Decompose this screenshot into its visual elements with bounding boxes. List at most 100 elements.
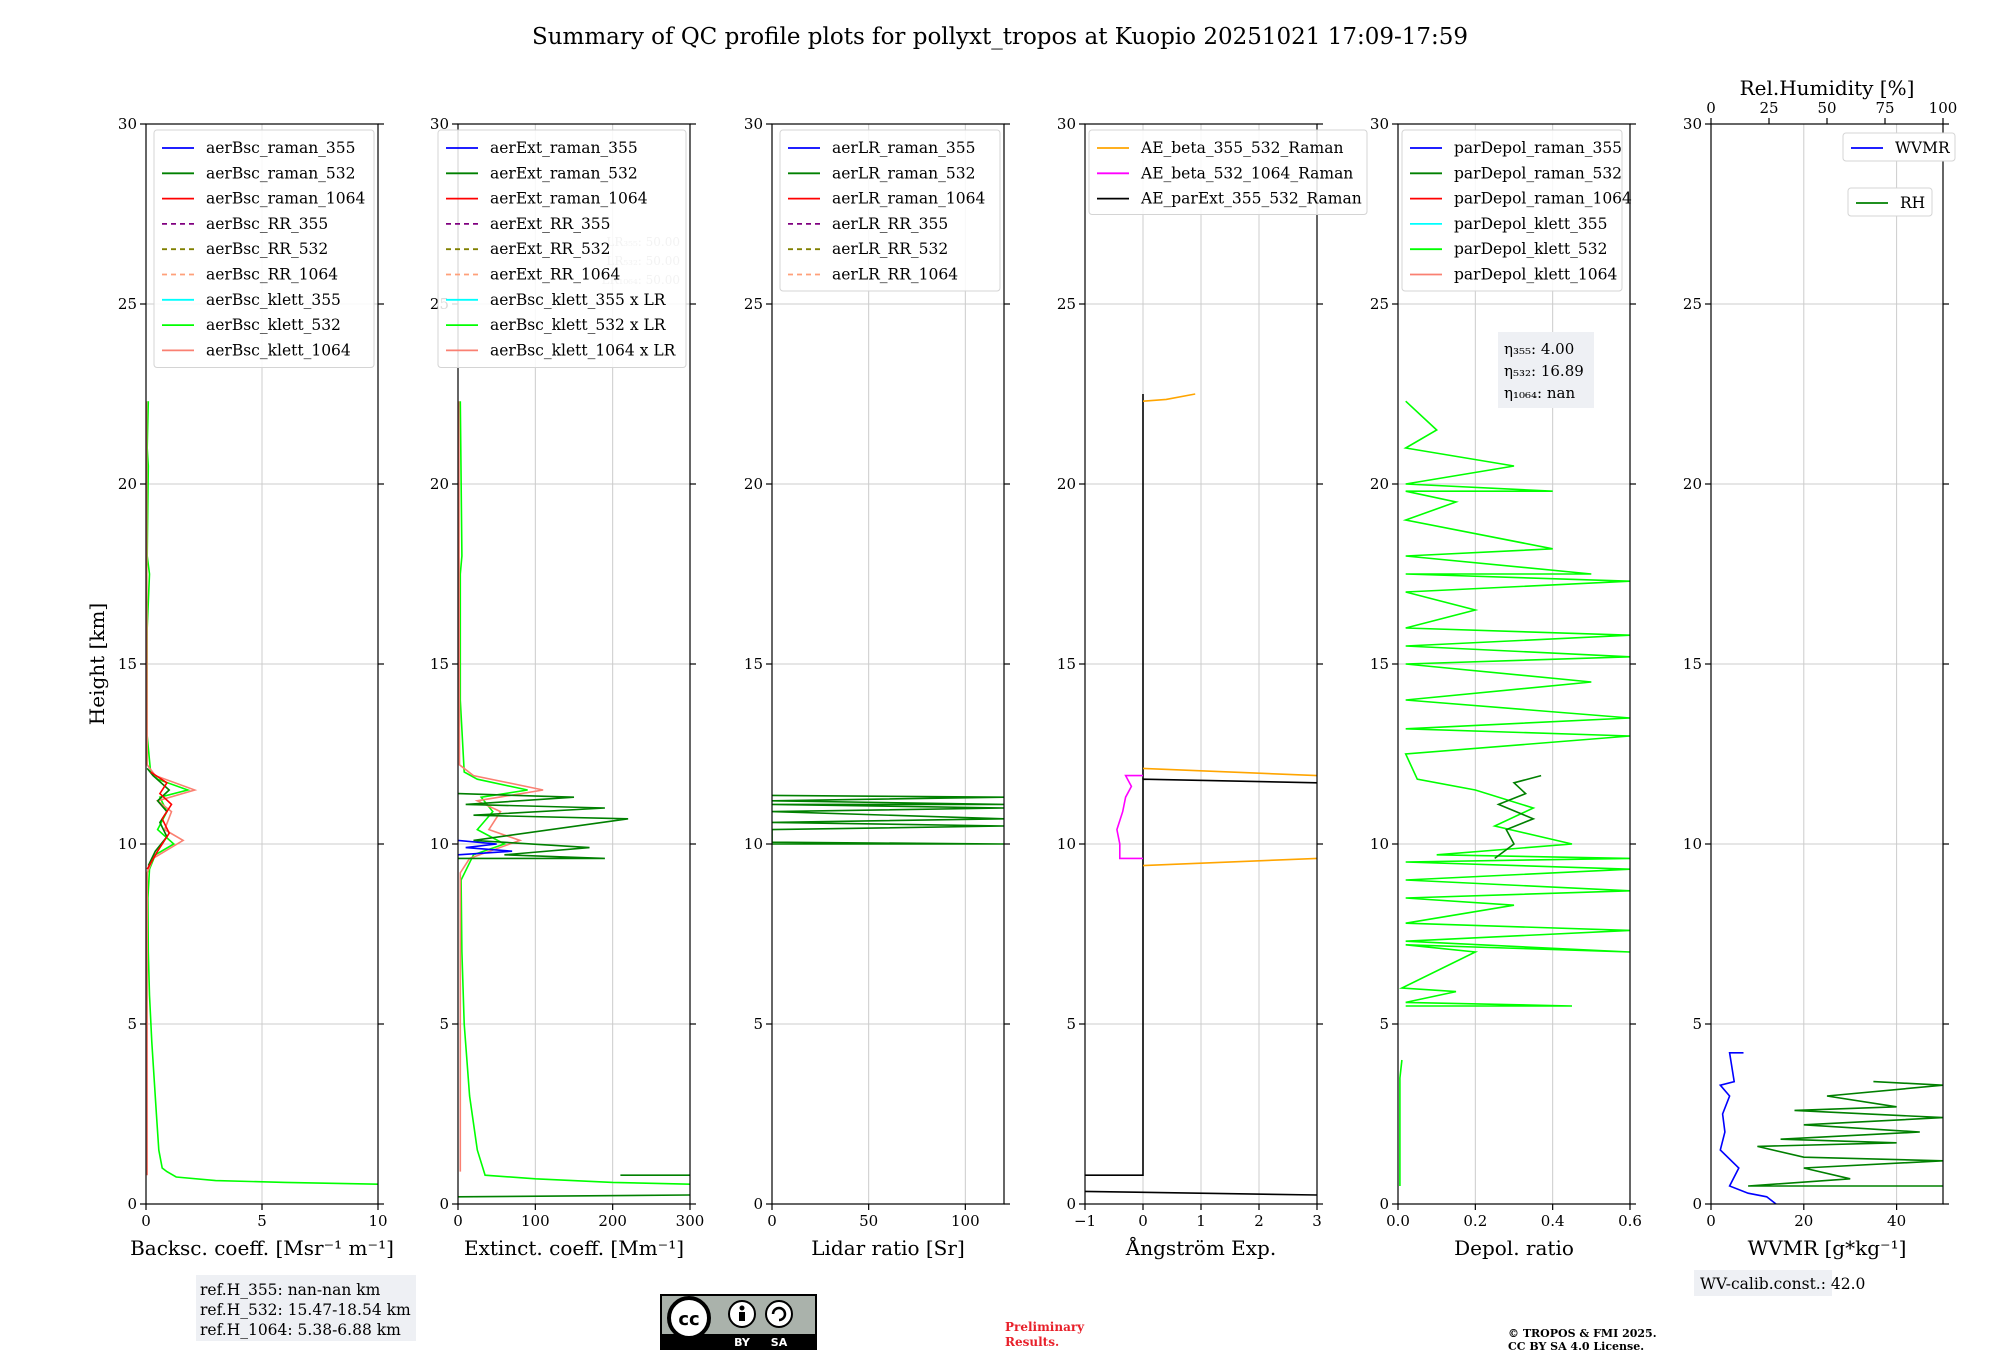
- y-tick-label: 20: [744, 475, 763, 493]
- y-tick-label: 30: [744, 115, 763, 133]
- preliminary-line-2: Results.: [1005, 1335, 1059, 1349]
- legend-label: aerBsc_klett_355 x LR: [490, 291, 667, 309]
- wv-calib-box: WV-calib.const.: 42.0: [1694, 1270, 1865, 1296]
- top-x-tick-label: 50: [1817, 99, 1836, 117]
- eta-note: η₃₅₅: 4.00: [1504, 340, 1574, 358]
- y-tick-label: 15: [118, 655, 137, 673]
- y-tick-label: 20: [118, 475, 137, 493]
- x-tick-label: 300: [676, 1212, 705, 1230]
- panel-bsc: 0 5 10 0 5 10 15 20 25 30 Backsc. coeff. [Msr⁻¹ m⁻…: [85, 115, 394, 1260]
- legend-box: [779, 129, 1001, 292]
- ref-h-1064: ref.H_1064: 5.38-6.88 km: [200, 1321, 401, 1339]
- series-group: [1398, 400, 1630, 1186]
- y-tick-label: 25: [1370, 295, 1389, 313]
- legend-label: aerBsc_raman_532: [206, 164, 356, 182]
- legend-box: [437, 129, 687, 368]
- legend-label: parDepol_klett_355: [1454, 215, 1607, 233]
- cc-icon: [667, 1296, 711, 1340]
- series-line-aerExt_raman_532_low: [458, 1194, 690, 1198]
- copyright-line-2: CC BY SA 4.0 License.: [1508, 1340, 1644, 1353]
- y-tick-label: 20: [430, 475, 449, 493]
- preliminary-line-1: Preliminary: [1005, 1320, 1085, 1334]
- series-line-WVMR: [1718, 1052, 1777, 1204]
- series-line-aerExt_raman_355: [458, 839, 513, 856]
- top-x-tick-label: 0: [1706, 99, 1716, 117]
- y-tick-label: 30: [1683, 115, 1702, 133]
- ref-h-532: ref.H_532: 15.47-18.54 km: [200, 1301, 411, 1319]
- x-axis-label: Extinct. coeff. [Mm⁻¹]: [464, 1236, 684, 1260]
- y-tick-label: 30: [118, 115, 137, 133]
- x-axis-label: Backsc. coeff. [Msr⁻¹ m⁻¹]: [130, 1236, 394, 1260]
- y-tick-label: 0: [1692, 1195, 1702, 1213]
- ref-h-355: ref.H_355: nan-nan km: [200, 1281, 381, 1299]
- legend-label: AE_beta_355_532_Raman: [1140, 139, 1343, 157]
- legend-label: aerBsc_RR_355: [206, 215, 328, 233]
- figure-title: Summary of QC profile plots for pollyxt_…: [532, 24, 1468, 50]
- x-axis-label: Depol. ratio: [1454, 1236, 1574, 1260]
- x-axis-label: WVMR [g*kg⁻¹]: [1748, 1236, 1907, 1260]
- y-tick-label: 5: [1692, 1015, 1702, 1033]
- y-tick-label: 15: [1683, 655, 1702, 673]
- y-tick-label: 20: [1057, 475, 1076, 493]
- y-tick-label: 15: [1370, 655, 1389, 673]
- series-line-parDepol_klett_532_low: [1399, 1059, 1403, 1186]
- panel-lr: 0 50 100 0 5 10 15 20 25 30 Lidar ratio [Sr] aerLR_…: [744, 115, 1010, 1260]
- cc-sa-label: SA: [771, 1336, 788, 1349]
- x-tick-label: 0.2: [1463, 1212, 1487, 1230]
- legend-label: AE_parExt_355_532_Raman: [1140, 190, 1362, 208]
- y-tick-label: 0: [753, 1195, 763, 1213]
- series-line-AE_beta_355_532_Raman_c: [1142, 393, 1196, 402]
- eta-box: [1498, 332, 1594, 408]
- top-x-tick-label: 75: [1875, 99, 1894, 117]
- legend-label: aerLR_raman_1064: [832, 190, 985, 208]
- series-line-aerBsc_klett_532: [146, 401, 378, 1185]
- y-tick-label: 25: [1683, 295, 1702, 313]
- series-line-aerBsc_klett_1064 x LR: [458, 401, 544, 1172]
- y-tick-label: 5: [439, 1015, 449, 1033]
- legend-label: aerBsc_klett_355: [206, 291, 341, 309]
- y-tick-label: 0: [1379, 1195, 1389, 1213]
- series-group: [146, 401, 378, 1185]
- y-tick-label: 0: [1066, 1195, 1076, 1213]
- series-group: [772, 794, 1004, 845]
- legend-label: parDepol_raman_355: [1454, 139, 1622, 157]
- y-tick-label: 20: [1370, 475, 1389, 493]
- cc-by-sa-logo: cc BY SA: [660, 1294, 817, 1350]
- y-tick-label: 10: [1370, 835, 1389, 853]
- y-tick-label: 0: [127, 1195, 137, 1213]
- panel-ext: 0100200300051015202530Extinct. coeff. [M…: [430, 115, 704, 1260]
- eta-note: η₁₀₆₄: nan: [1504, 384, 1575, 402]
- y-tick-label: 10: [118, 835, 137, 853]
- y-tick-label: 5: [753, 1015, 763, 1033]
- x-tick-label: 200: [598, 1212, 627, 1230]
- y-tick-label: 10: [744, 835, 763, 853]
- legend-box: [1401, 129, 1623, 292]
- series-line-aerExt_raman_532: [458, 792, 629, 860]
- cc-logo-text: cc: [678, 1309, 699, 1330]
- legend-label: aerExt_RR_1064: [490, 266, 621, 284]
- legend-label: RH: [1900, 194, 1925, 212]
- legend-box: [1088, 129, 1368, 215]
- legend-label: aerBsc_klett_1064 x LR: [490, 341, 677, 359]
- legend-label: aerLR_raman_532: [832, 164, 975, 182]
- x-tick-label: 0: [767, 1212, 777, 1230]
- y-tick-label: 10: [1057, 835, 1076, 853]
- legend-label: aerExt_raman_355: [490, 139, 638, 157]
- top-x-tick-label: 25: [1759, 99, 1778, 117]
- eta-note: η₅₃₂: 16.89: [1504, 362, 1584, 380]
- share-alike-icon: [765, 1300, 793, 1328]
- series-line-AE_beta_355_532_Raman_b: [1142, 767, 1317, 777]
- x-tick-label: 100: [951, 1212, 980, 1230]
- reference-heights-box: ref.H_355: nan-nan km ref.H_532: 15.47-1…: [196, 1275, 416, 1341]
- legend-label: aerLR_raman_355: [832, 139, 975, 157]
- x-tick-label: 0: [453, 1212, 463, 1230]
- cc-by-label: BY: [734, 1336, 751, 1349]
- x-tick-label: −1: [1074, 1212, 1096, 1230]
- x-tick-label: 1: [1196, 1212, 1206, 1230]
- legend-label: aerBsc_klett_532: [206, 316, 341, 334]
- copyright-line-1: © TROPOS & FMI 2025.: [1508, 1327, 1657, 1340]
- x-tick-label: 0: [1138, 1212, 1148, 1230]
- legend-label: aerLR_RR_532: [832, 240, 948, 258]
- series-line-RH: [1748, 1080, 1943, 1187]
